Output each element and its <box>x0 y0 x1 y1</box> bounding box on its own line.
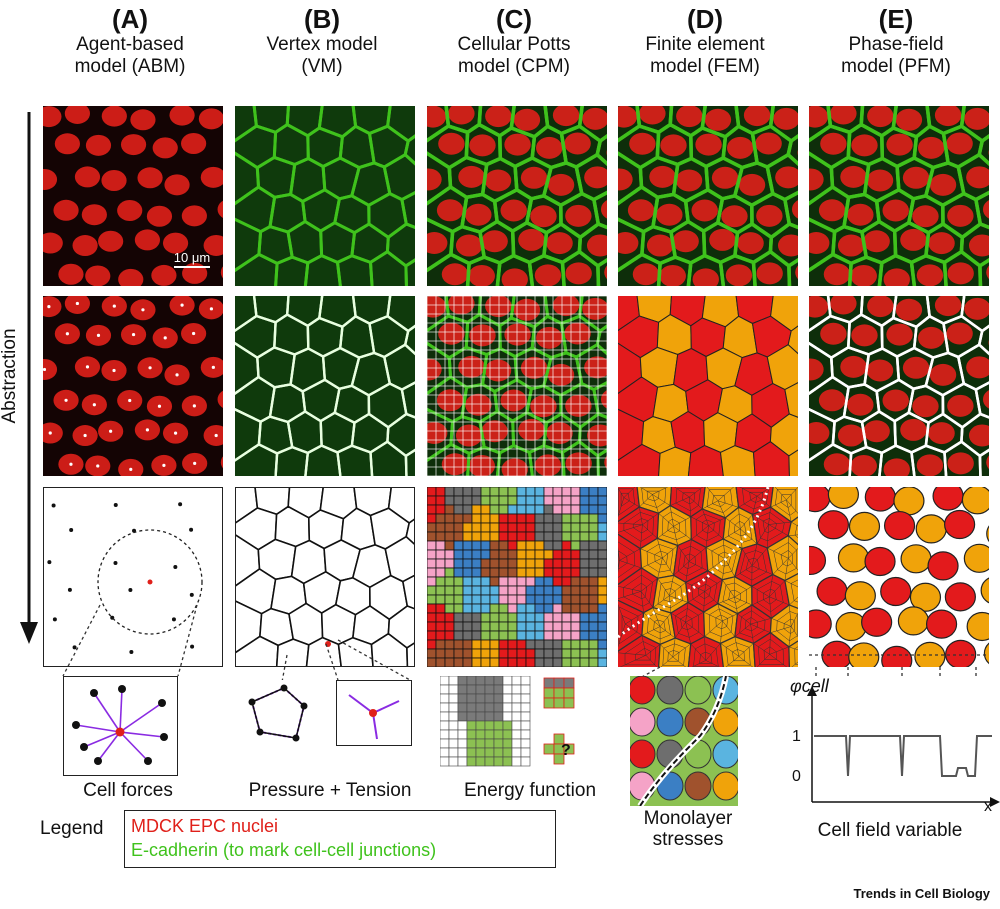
tension-junction-inset <box>336 680 412 746</box>
legend-item-nuclei: MDCK EPC nuclei <box>131 816 279 836</box>
tick-label-0: 0 <box>792 768 801 785</box>
caption-energy-function: Energy function <box>463 780 597 801</box>
caption-monolayer-stresses: Monolayer stresses <box>618 808 758 850</box>
phase-field-plot: φcell 1 0 x <box>770 676 1000 816</box>
fem-merged-image <box>618 106 798 286</box>
phi-axis-label: φcell <box>790 676 829 696</box>
caption-line: Monolayer <box>643 808 733 829</box>
pfm-cell-diagram <box>809 487 989 667</box>
abstraction-label: Abstraction <box>0 328 20 424</box>
column-header-d: (D) Finite element model (FEM) <box>610 4 800 78</box>
abstraction-arrow <box>18 112 40 647</box>
scale-bar-label: 10 μm <box>173 250 211 265</box>
column-header-a: (A) Agent-based model (ABM) <box>35 4 225 78</box>
column-letter: (A) <box>111 4 149 34</box>
vm-polygon-diagram <box>235 487 415 667</box>
legend-box: MDCK EPC nuclei E-cadherin (to mark cell… <box>124 810 556 868</box>
column-letter: (D) <box>686 4 724 34</box>
x-axis-label: x <box>984 798 992 815</box>
cell-forces-inset <box>63 676 178 776</box>
column-title-line1: Vertex model <box>266 34 378 55</box>
column-title-line2: model (ABM) <box>74 56 186 77</box>
column-letter: (C) <box>495 4 533 34</box>
column-title-line1: Cellular Potts <box>457 34 571 55</box>
cpm-merged-image <box>427 106 607 286</box>
question-mark: ? <box>561 742 571 759</box>
caption-cell-forces: Cell forces <box>83 780 173 801</box>
caption-pressure-tension: Pressure + Tension <box>248 780 412 801</box>
abm-nuclei-centers-image <box>43 296 223 476</box>
scale-bar-line <box>174 266 210 268</box>
pfm-outlined-cells-image <box>809 296 989 476</box>
legend-title: Legend <box>40 818 104 839</box>
column-header-e: (E) Phase-field model (PFM) <box>801 4 991 78</box>
column-title-line2: model (CPM) <box>458 56 570 77</box>
vm-traced-junctions-image <box>235 296 415 476</box>
column-header-c: (C) Cellular Potts model (CPM) <box>419 4 609 78</box>
column-title-line2: model (FEM) <box>650 56 760 77</box>
column-header-b: (B) Vertex model (VM) <box>227 4 417 78</box>
cpm-lattice-overlay-image <box>427 296 607 476</box>
column-letter: (E) <box>878 4 914 34</box>
column-title-line2: (VM) <box>301 56 343 77</box>
abm-point-diagram <box>43 487 223 667</box>
pfm-merged-image <box>809 106 989 286</box>
vm-junction-image <box>235 106 415 286</box>
column-title-line1: Agent-based <box>76 34 184 55</box>
column-title-line1: Phase-field <box>848 34 944 55</box>
journal-credit: Trends in Cell Biology <box>853 886 990 901</box>
tick-label-1: 1 <box>792 728 801 745</box>
monolayer-stress-inset <box>628 675 740 808</box>
legend-item-ecadherin: E-cadherin (to mark cell-cell junctions) <box>131 840 437 860</box>
column-letter: (B) <box>303 4 341 34</box>
scale-bar: 10 μm <box>168 250 216 268</box>
column-title-line1: Finite element <box>645 34 765 55</box>
cpm-grid-diagram <box>427 487 607 667</box>
abm-nuclei-image <box>43 106 223 286</box>
caption-cell-field-variable: Cell field variable <box>817 820 963 841</box>
caption-line: stresses <box>652 829 724 850</box>
energy-grid-inset: ? <box>439 675 610 776</box>
fem-mesh-diagram <box>618 487 798 667</box>
column-title-line2: model (PFM) <box>841 56 951 77</box>
fem-segmented-cells-image <box>618 296 798 476</box>
pressure-polygon-inset <box>238 680 318 750</box>
